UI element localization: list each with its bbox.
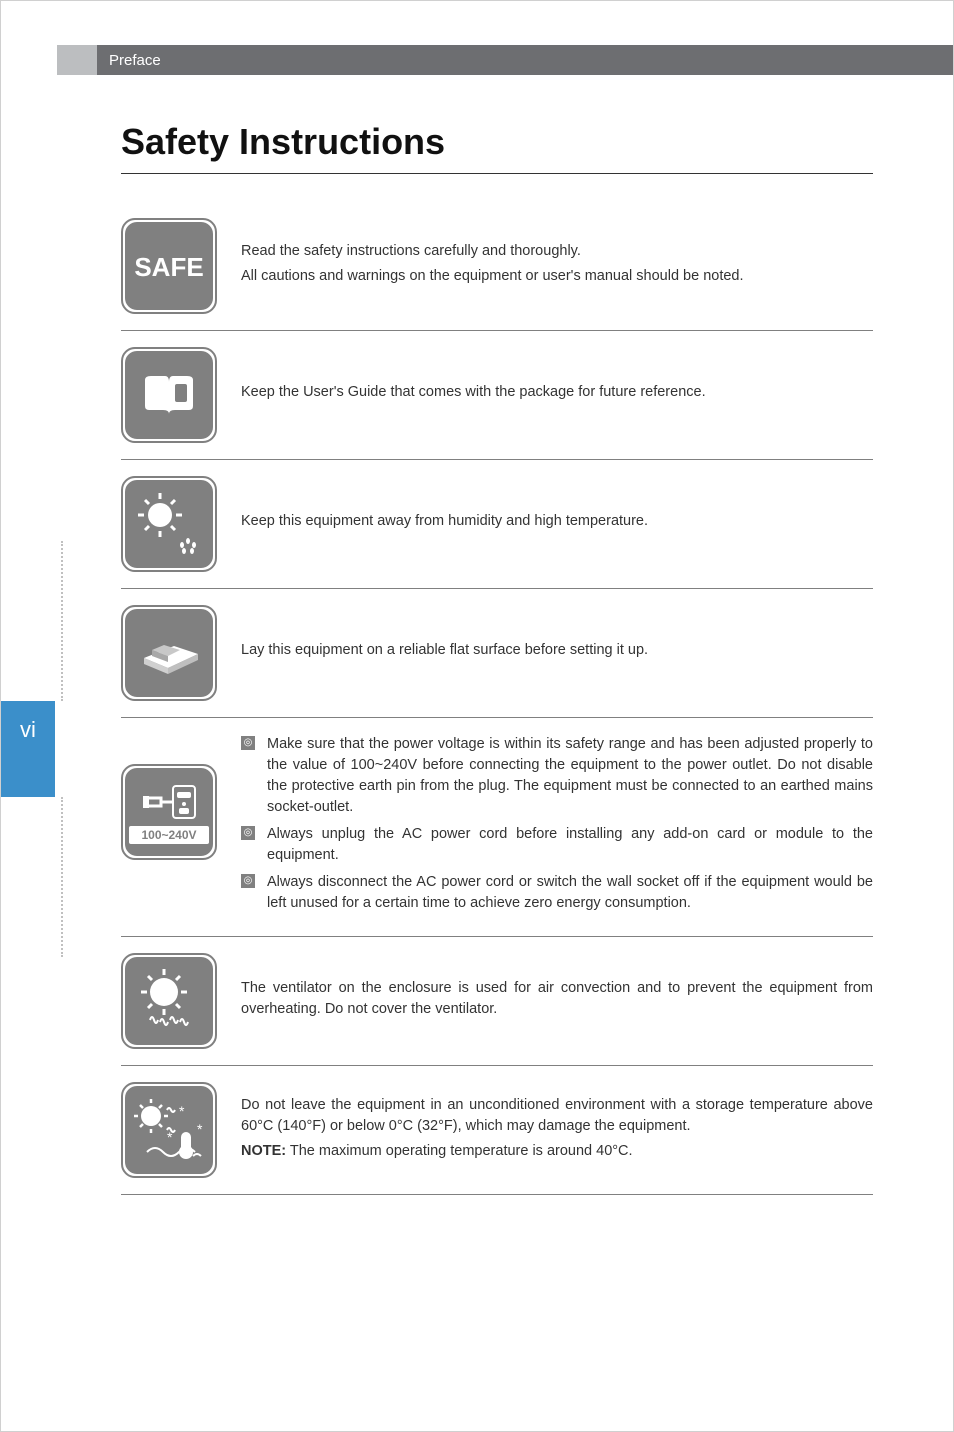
section-ventilator-text: The ventilator on the enclosure is used … xyxy=(241,978,873,1024)
sun-humidity-icon xyxy=(125,480,213,568)
svg-text:*: * xyxy=(197,1121,203,1137)
page-title: Safety Instructions xyxy=(121,121,873,163)
page: Preface vi Safety Instructions SAFE Read… xyxy=(0,0,954,1432)
voltage-label: 100~240V xyxy=(129,826,209,844)
voltage-bullet-3-text: Always disconnect the AC power cord or s… xyxy=(267,874,873,911)
voltage-bullet-1-text: Make sure that the power voltage is with… xyxy=(267,736,873,815)
temperature-line-1: Do not leave the equipment in an uncondi… xyxy=(241,1095,873,1137)
section-guide: Keep the User's Guide that comes with th… xyxy=(121,331,873,460)
safe-icon-frame: SAFE xyxy=(121,218,217,314)
section-humidity: Keep this equipment away from humidity a… xyxy=(121,460,873,589)
temperature-icon-frame: * * * xyxy=(121,1082,217,1178)
safe-line-1: Read the safety instructions carefully a… xyxy=(241,241,873,262)
breadcrumb: Preface xyxy=(109,52,161,69)
ventilator-line-1: The ventilator on the enclosure is used … xyxy=(241,978,873,1020)
section-temperature-text: Do not leave the equipment in an uncondi… xyxy=(241,1095,873,1166)
svg-text:*: * xyxy=(167,1129,173,1145)
bullet-marker-icon: ◎ xyxy=(241,826,255,840)
temperature-icon: * * * xyxy=(125,1086,213,1174)
note-text: The maximum operating temperature is aro… xyxy=(286,1143,632,1159)
header-accent-block xyxy=(57,45,97,75)
section-humidity-text: Keep this equipment away from humidity a… xyxy=(241,511,873,536)
svg-text:*: * xyxy=(179,1103,185,1119)
voltage-bullet-3: ◎ Always disconnect the AC power cord or … xyxy=(241,872,873,914)
humidity-line-1: Keep this equipment away from humidity a… xyxy=(241,511,873,532)
section-voltage: 100~240V ◎ Make sure that the power volta… xyxy=(121,718,873,937)
safe-line-2: All cautions and warnings on the equipme… xyxy=(241,266,873,287)
page-number-tab: vi xyxy=(1,701,55,797)
bullet-marker-icon: ◎ xyxy=(241,736,255,750)
book-icon xyxy=(125,351,213,439)
header-bar: Preface xyxy=(57,45,953,75)
content-area: Safety Instructions SAFE Read the safety… xyxy=(121,121,873,1195)
temperature-note: NOTE: The maximum operating temperature … xyxy=(241,1141,873,1162)
voltage-icon: 100~240V xyxy=(125,768,213,856)
ventilator-icon-frame xyxy=(121,953,217,1049)
section-temperature: * * * Do not leave the equipment in an u… xyxy=(121,1066,873,1195)
voltage-icon-frame: 100~240V xyxy=(121,764,217,860)
title-underline xyxy=(121,173,873,174)
dotted-decor-top xyxy=(61,541,63,701)
voltage-bullet-1: ◎ Make sure that the power voltage is wit… xyxy=(241,734,873,818)
svg-text:SAFE: SAFE xyxy=(134,252,203,282)
section-safe-text: Read the safety instructions carefully a… xyxy=(241,241,873,291)
section-safe: SAFE Read the safety instructions carefu… xyxy=(121,202,873,331)
section-surface-text: Lay this equipment on a reliable flat su… xyxy=(241,640,873,665)
book-icon-frame xyxy=(121,347,217,443)
sun-humidity-icon-frame xyxy=(121,476,217,572)
page-number: vi xyxy=(20,717,36,743)
voltage-bullet-2: ◎ Always unplug the AC power cord before … xyxy=(241,824,873,866)
section-surface: Lay this equipment on a reliable flat su… xyxy=(121,589,873,718)
flat-surface-icon xyxy=(125,609,213,697)
note-label: NOTE: xyxy=(241,1143,286,1159)
section-guide-text: Keep the User's Guide that comes with th… xyxy=(241,382,873,407)
flat-surface-icon-frame xyxy=(121,605,217,701)
surface-line-1: Lay this equipment on a reliable flat su… xyxy=(241,640,873,661)
voltage-bullet-2-text: Always unplug the AC power cord before i… xyxy=(267,826,873,863)
voltage-bullet-list: ◎ Make sure that the power voltage is wit… xyxy=(241,734,873,920)
ventilator-icon xyxy=(125,957,213,1045)
bullet-marker-icon: ◎ xyxy=(241,874,255,888)
safe-icon: SAFE xyxy=(125,222,213,310)
dotted-decor-bottom xyxy=(61,797,63,957)
guide-line-1: Keep the User's Guide that comes with th… xyxy=(241,382,873,403)
section-ventilator: The ventilator on the enclosure is used … xyxy=(121,937,873,1066)
